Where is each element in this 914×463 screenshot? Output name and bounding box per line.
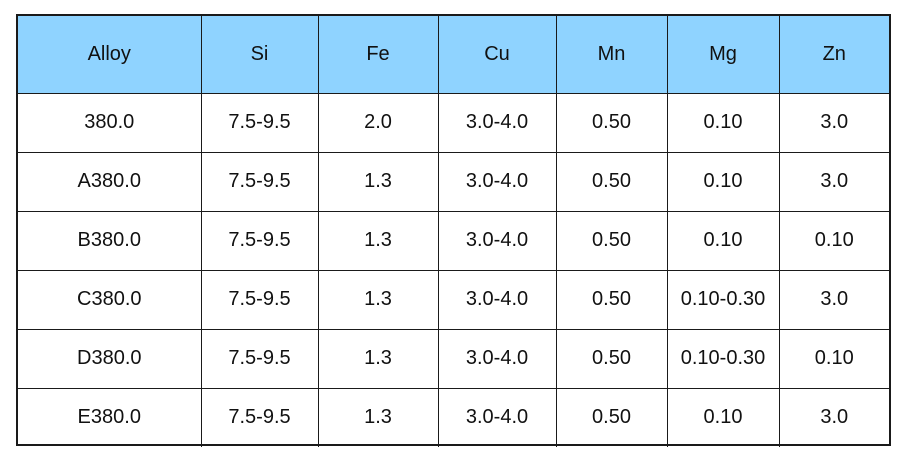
cell-cu: 3.0-4.0: [437, 269, 557, 330]
cell-alloy: C380.0: [18, 269, 202, 330]
column-header-si: Si: [200, 16, 319, 94]
cell-fe: 1.3: [317, 328, 439, 389]
column-header-mg: Mg: [666, 16, 780, 94]
cell-fe: 1.3: [317, 151, 439, 212]
cell-cu: 3.0-4.0: [437, 210, 557, 271]
table-row: C380.0 7.5-9.5 1.3 3.0-4.0 0.50 0.10-0.3…: [18, 269, 889, 330]
alloy-composition-table-container: Alloy Si Fe Cu Mn Mg Zn 380.0 7.5-9.5 2.…: [16, 14, 891, 447]
cell-mg: 0.10: [666, 92, 780, 153]
cell-zn: 0.10: [778, 328, 889, 389]
cell-zn: 3.0: [778, 92, 889, 153]
cell-mg: 0.10-0.30: [666, 269, 780, 330]
table-row: 380.0 7.5-9.5 2.0 3.0-4.0 0.50 0.10 3.0: [18, 92, 889, 153]
cell-cu: 3.0-4.0: [437, 92, 557, 153]
cell-cu: 3.0-4.0: [437, 151, 557, 212]
cell-si: 7.5-9.5: [200, 328, 319, 389]
column-header-fe: Fe: [317, 16, 439, 94]
cell-si: 7.5-9.5: [200, 269, 319, 330]
cell-fe: 1.3: [317, 387, 439, 447]
cell-mn: 0.50: [555, 269, 668, 330]
cell-mn: 0.50: [555, 387, 668, 447]
cell-zn: 3.0: [778, 151, 889, 212]
cell-mn: 0.50: [555, 328, 668, 389]
cell-mn: 0.50: [555, 151, 668, 212]
cell-si: 7.5-9.5: [200, 151, 319, 212]
table-row: B380.0 7.5-9.5 1.3 3.0-4.0 0.50 0.10 0.1…: [18, 210, 889, 271]
cell-fe: 1.3: [317, 269, 439, 330]
cell-cu: 3.0-4.0: [437, 387, 557, 447]
cell-alloy: 380.0: [18, 92, 202, 153]
cell-alloy: B380.0: [18, 210, 202, 271]
cell-fe: 2.0: [317, 92, 439, 153]
cell-alloy: E380.0: [18, 387, 202, 447]
column-header-alloy: Alloy: [18, 16, 202, 94]
cell-zn: 0.10: [778, 210, 889, 271]
cell-mn: 0.50: [555, 210, 668, 271]
cell-mg: 0.10: [666, 387, 780, 447]
column-header-cu: Cu: [437, 16, 557, 94]
cell-si: 7.5-9.5: [200, 210, 319, 271]
column-header-mn: Mn: [555, 16, 668, 94]
cell-mn: 0.50: [555, 92, 668, 153]
table-row: E380.0 7.5-9.5 1.3 3.0-4.0 0.50 0.10 3.0: [18, 387, 889, 447]
cell-mg: 0.10: [666, 210, 780, 271]
cell-si: 7.5-9.5: [200, 387, 319, 447]
cell-cu: 3.0-4.0: [437, 328, 557, 389]
alloy-composition-table: Alloy Si Fe Cu Mn Mg Zn 380.0 7.5-9.5 2.…: [18, 16, 889, 447]
table-header-row: Alloy Si Fe Cu Mn Mg Zn: [18, 16, 889, 94]
table-row: D380.0 7.5-9.5 1.3 3.0-4.0 0.50 0.10-0.3…: [18, 328, 889, 389]
cell-mg: 0.10: [666, 151, 780, 212]
cell-fe: 1.3: [317, 210, 439, 271]
cell-alloy: A380.0: [18, 151, 202, 212]
cell-mg: 0.10-0.30: [666, 328, 780, 389]
table-row: A380.0 7.5-9.5 1.3 3.0-4.0 0.50 0.10 3.0: [18, 151, 889, 212]
cell-zn: 3.0: [778, 269, 889, 330]
cell-zn: 3.0: [778, 387, 889, 447]
cell-alloy: D380.0: [18, 328, 202, 389]
cell-si: 7.5-9.5: [200, 92, 319, 153]
column-header-zn: Zn: [778, 16, 889, 94]
